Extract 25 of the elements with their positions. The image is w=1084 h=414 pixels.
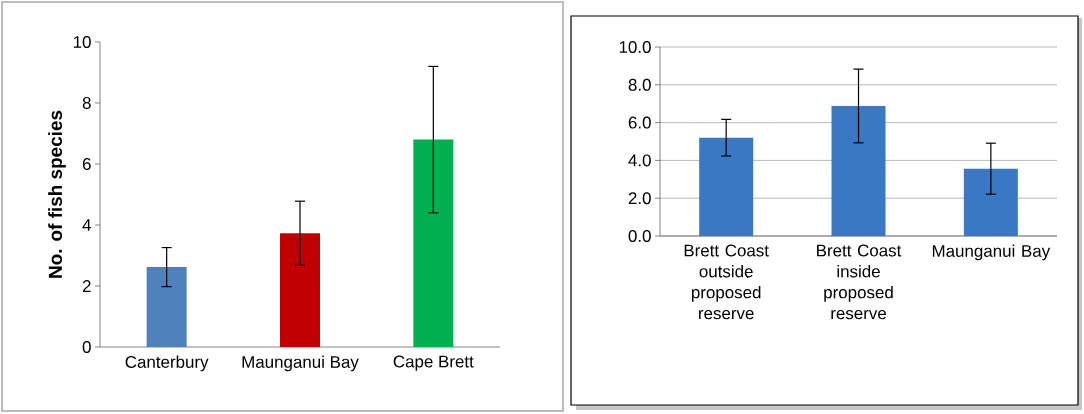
bar bbox=[413, 139, 454, 347]
y-tick-label: 2 bbox=[82, 280, 91, 292]
bar bbox=[146, 267, 187, 347]
y-tick-label: 0 bbox=[82, 341, 91, 353]
x-tick-label: Maunganui Bay bbox=[932, 244, 1051, 261]
bar bbox=[963, 168, 1018, 236]
y-tick-label: 8.0 bbox=[628, 78, 651, 91]
y-axis-title: No. of fish species bbox=[48, 110, 66, 278]
y-tick-label: 6 bbox=[82, 158, 91, 170]
y-tick-label: 4 bbox=[82, 219, 91, 231]
y-tick-label: 0.0 bbox=[628, 230, 651, 242]
y-tick-label: 2.0 bbox=[628, 192, 651, 205]
y-tick-label: 10.0 bbox=[619, 41, 651, 53]
bar bbox=[831, 105, 886, 236]
x-tick-label: Maunganui Bay bbox=[242, 355, 359, 372]
bar bbox=[699, 137, 754, 236]
x-tick-label: Cape Brett bbox=[393, 355, 474, 371]
y-tick-label: 6.0 bbox=[628, 116, 651, 129]
x-tick-label: Brett Coast inside proposed reserve bbox=[817, 244, 902, 320]
y-tick-label: 10 bbox=[73, 36, 91, 48]
y-tick-label: 4.0 bbox=[628, 154, 651, 167]
y-tick-label: 8 bbox=[82, 97, 91, 109]
x-tick-label: Canterbury bbox=[125, 355, 209, 372]
bar bbox=[280, 233, 320, 347]
x-tick-label: Brett Coast outside proposed reserve bbox=[684, 244, 769, 320]
